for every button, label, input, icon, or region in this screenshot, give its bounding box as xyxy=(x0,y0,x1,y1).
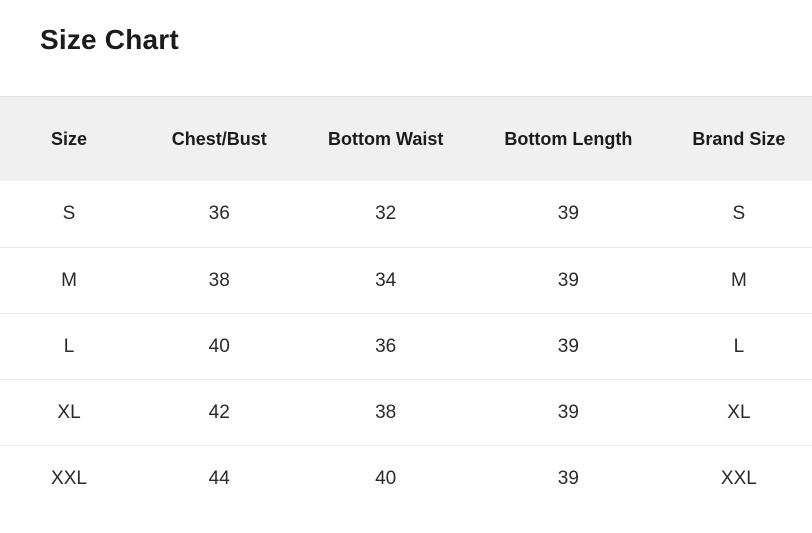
table-cell: XL xyxy=(727,401,751,423)
column-header: Bottom Waist xyxy=(328,128,444,149)
table-cell: XXL xyxy=(51,467,87,489)
table-cell: 39 xyxy=(557,467,579,489)
table-cell: S xyxy=(62,203,76,224)
table-cell: XL xyxy=(57,401,81,423)
table-header-row: Size Chest/Bust Bottom Waist Bottom Length B… xyxy=(0,96,812,181)
table-cell: 32 xyxy=(375,203,397,224)
size-chart-table: Size Chest/Bust Bottom Waist Bottom Length B… xyxy=(0,96,812,511)
column-header: Brand Size xyxy=(692,128,786,149)
table-cell: 34 xyxy=(375,269,397,291)
page-title: Size Chart xyxy=(40,24,179,55)
table-row: L 40 36 39 L xyxy=(0,313,812,379)
table-cell: 38 xyxy=(375,401,397,423)
table-cell: 40 xyxy=(208,335,230,357)
table-cell: 40 xyxy=(375,467,397,489)
table-cell: 44 xyxy=(208,467,230,489)
table-body: S 36 32 39 S M 38 34 39 M L 40 36 39 L XL 42 38 39 XL XXL 44 4… xyxy=(0,181,812,511)
table-row: S 36 32 39 S xyxy=(0,181,812,247)
table-cell: L xyxy=(733,335,745,357)
table-cell: M xyxy=(61,269,77,291)
column-header: Chest/Bust xyxy=(171,128,267,149)
table-row: XL 42 38 39 XL xyxy=(0,379,812,445)
column-header: Size xyxy=(51,128,88,149)
table-cell: 38 xyxy=(208,269,230,291)
table-cell: M xyxy=(730,269,747,291)
table-row: M 38 34 39 M xyxy=(0,247,812,313)
table-row: XXL 44 40 39 XXL xyxy=(0,445,812,511)
table-cell: XXL xyxy=(720,467,757,489)
table-cell: 36 xyxy=(208,203,230,224)
column-header: Bottom Length xyxy=(504,128,633,149)
table-cell: 36 xyxy=(375,335,397,357)
table-cell: 39 xyxy=(557,401,579,423)
table-cell: L xyxy=(63,335,75,357)
table-cell: 39 xyxy=(557,269,579,291)
table-cell: S xyxy=(732,203,746,224)
size-chart-page: Size Chart Size Chest/Bust Bottom Waist Bot… xyxy=(0,24,812,511)
table-cell: 39 xyxy=(557,335,579,357)
table-cell: 39 xyxy=(557,203,579,224)
table-cell: 42 xyxy=(208,401,230,423)
